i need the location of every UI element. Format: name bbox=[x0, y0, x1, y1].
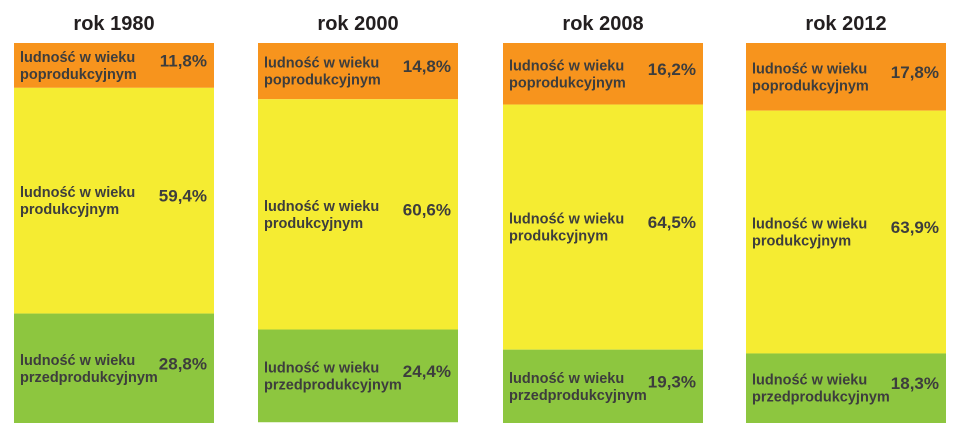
segment-label: produkcyjnym bbox=[509, 229, 608, 245]
segment-value: 28,8% bbox=[159, 354, 207, 373]
segment-value: 17,8% bbox=[891, 63, 939, 82]
segment-0-1 bbox=[14, 87, 214, 314]
segment-label: ludność w wieku bbox=[509, 58, 624, 74]
segment-label: przedprodukcyjnym bbox=[20, 370, 158, 386]
segment-label: przedprodukcyjnym bbox=[509, 388, 647, 404]
segment-2-1 bbox=[503, 104, 703, 350]
segment-label: ludność w wieku bbox=[509, 371, 624, 387]
segment-value: 59,4% bbox=[159, 187, 207, 206]
segment-label: ludność w wieku bbox=[264, 199, 379, 215]
segment-label: produkcyjnym bbox=[264, 216, 363, 232]
segment-label: ludność w wieku bbox=[20, 353, 135, 369]
segment-label: ludność w wieku bbox=[509, 212, 624, 228]
segment-3-0 bbox=[746, 43, 946, 111]
segment-2-2 bbox=[503, 349, 703, 423]
segment-label: ludność w wieku bbox=[752, 217, 867, 233]
segment-0-0 bbox=[14, 43, 214, 88]
segment-value: 11,8% bbox=[160, 51, 207, 70]
segment-value: 24,4% bbox=[403, 362, 451, 381]
segment-value: 16,2% bbox=[648, 60, 696, 79]
column-title: rok 1980 bbox=[73, 13, 154, 35]
segment-label: poprodukcyjnym bbox=[509, 75, 626, 91]
segment-label: produkcyjnym bbox=[20, 202, 119, 218]
segment-label: poprodukcyjnym bbox=[20, 67, 137, 83]
segment-value: 19,3% bbox=[648, 372, 696, 391]
segment-value: 60,6% bbox=[403, 200, 451, 219]
segment-1-1 bbox=[258, 99, 458, 330]
segment-label: ludność w wieku bbox=[20, 50, 135, 66]
segment-label: ludność w wieku bbox=[752, 373, 867, 389]
segment-3-1 bbox=[746, 110, 946, 354]
column-title: rok 2008 bbox=[562, 13, 643, 35]
segment-1-0 bbox=[258, 43, 458, 100]
segment-label: ludność w wieku bbox=[264, 56, 379, 72]
segment-2-0 bbox=[503, 43, 703, 105]
column-title: rok 2000 bbox=[317, 13, 398, 35]
segment-value: 64,5% bbox=[648, 213, 696, 232]
segment-label: przedprodukcyjnym bbox=[264, 377, 402, 393]
segment-label: poprodukcyjnym bbox=[752, 78, 869, 94]
segment-3-2 bbox=[746, 353, 946, 423]
segment-label: przedprodukcyjnym bbox=[752, 390, 890, 406]
segment-value: 18,3% bbox=[891, 374, 939, 393]
segment-value: 63,9% bbox=[891, 218, 939, 237]
segment-label: ludność w wieku bbox=[752, 61, 867, 77]
segment-1-2 bbox=[258, 329, 458, 423]
segment-value: 14,8% bbox=[403, 57, 451, 76]
segment-label: ludność w wieku bbox=[264, 360, 379, 376]
column-title: rok 2012 bbox=[805, 13, 886, 35]
segment-label: produkcyjnym bbox=[752, 234, 851, 250]
segment-0-2 bbox=[14, 313, 214, 423]
segment-label: ludność w wieku bbox=[20, 185, 135, 201]
segment-label: poprodukcyjnym bbox=[264, 73, 381, 89]
